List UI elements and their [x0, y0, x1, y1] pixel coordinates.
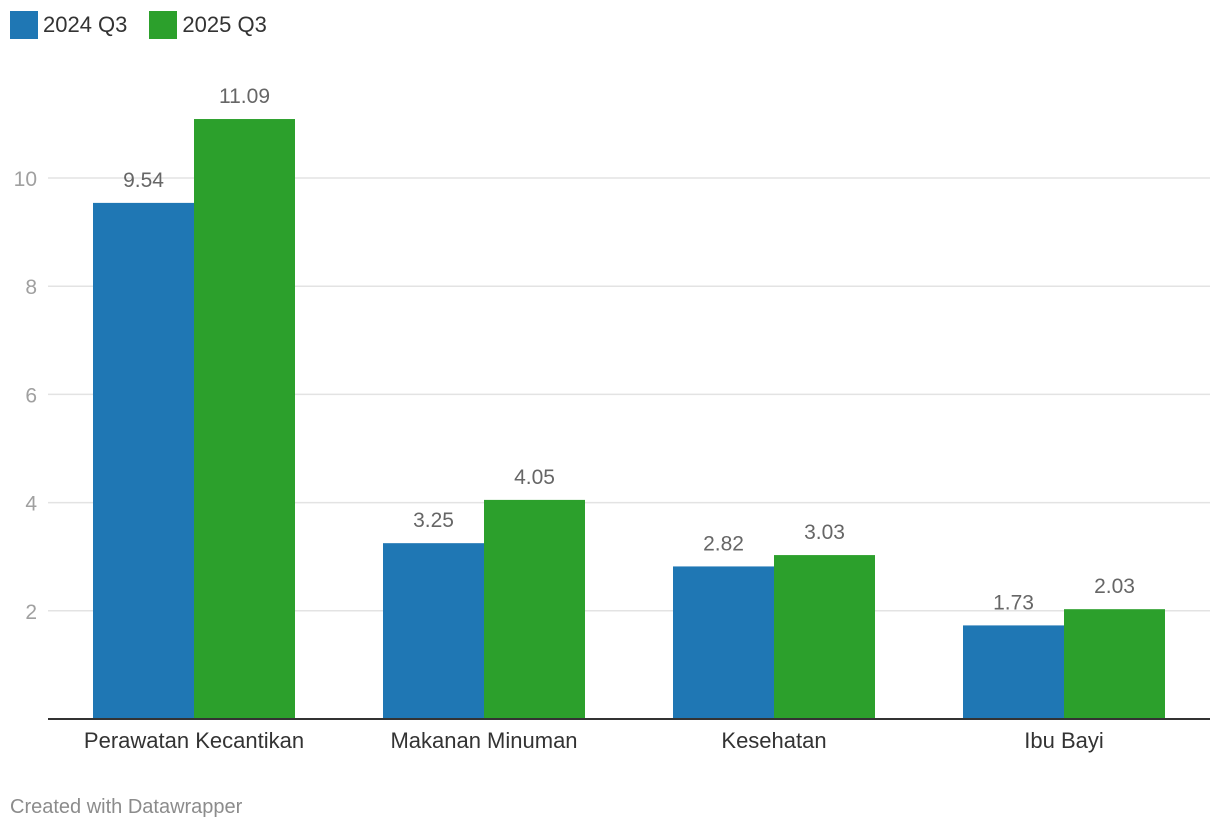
y-tick-label-10: 10	[14, 168, 37, 191]
bar-1-2	[774, 555, 875, 719]
legend-label-2025-q3: 2025 Q3	[182, 12, 267, 37]
bar-1-3	[1064, 609, 1165, 719]
y-tick-label-4: 4	[25, 493, 37, 516]
value-label-1-0: 11.09	[219, 85, 270, 108]
bar-chart: 2 4 6 8 10 9.54 3.25 2.82 1.73 11.09 4.05 3.03 2.03 P…	[14, 85, 1210, 753]
footer-credit: Created with Datawrapper	[10, 796, 243, 818]
bar-0-1	[383, 543, 484, 719]
y-tick-label-2: 2	[25, 601, 37, 624]
bar-1-0	[194, 119, 295, 719]
value-label-1-3: 2.03	[1094, 575, 1135, 598]
y-tick-label-6: 6	[25, 384, 37, 407]
legend-swatch-2024-q3	[10, 11, 38, 39]
legend-item-2025-q3: 2025 Q3	[149, 11, 267, 39]
legend: 2024 Q3 2025 Q3	[10, 9, 267, 41]
bar-0-2	[673, 566, 774, 719]
value-label-0-2: 2.82	[703, 532, 744, 555]
x-tick-label-3: Ibu Bayi	[1024, 728, 1104, 753]
value-label-0-3: 1.73	[993, 591, 1034, 614]
value-label-1-2: 3.03	[804, 521, 845, 544]
x-tick-label-2: Kesehatan	[721, 728, 826, 753]
x-tick-label-1: Makanan Minuman	[390, 728, 577, 753]
value-label-0-1: 3.25	[413, 509, 454, 532]
bar-0-3	[963, 625, 1064, 719]
legend-label-2024-q3: 2024 Q3	[43, 12, 128, 37]
value-label-1-1: 4.05	[514, 466, 555, 489]
legend-item-2024-q3: 2024 Q3	[10, 11, 127, 39]
bar-0-0	[93, 202, 194, 720]
y-tick-label-8: 8	[25, 276, 37, 299]
legend-swatch-2025-q3	[149, 11, 178, 39]
x-tick-label-0: Perawatan Kecantikan	[84, 728, 304, 753]
value-label-0-0: 9.54	[123, 169, 164, 192]
bar-1-1	[484, 499, 585, 719]
